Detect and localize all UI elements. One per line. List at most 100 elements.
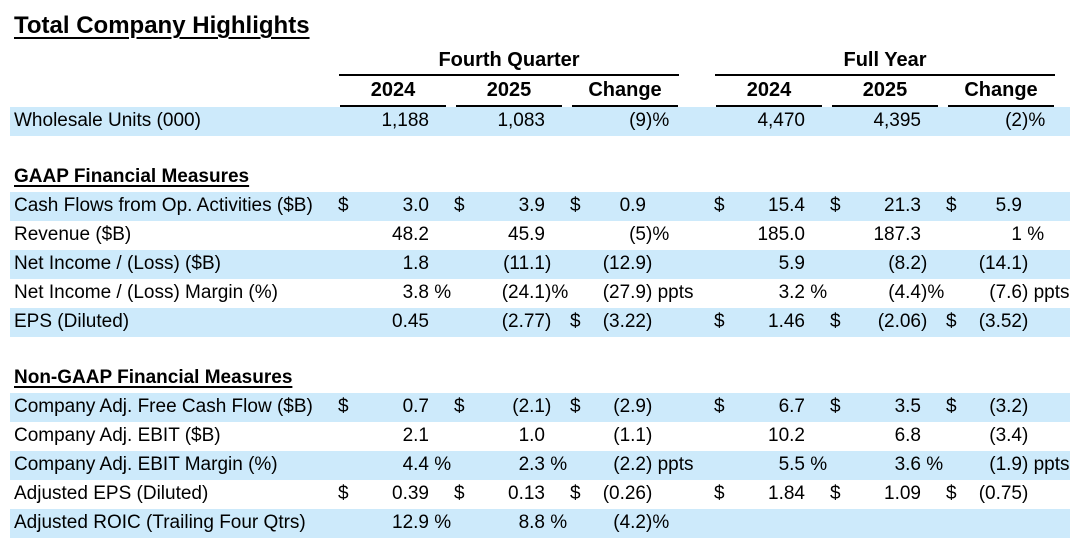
column-group-fourth-quarter: Fourth Quarter (339, 49, 679, 76)
group-gap (683, 308, 711, 337)
cell-value: 5.9 (778, 253, 805, 275)
currency-symbol: $ (454, 195, 465, 217)
value-cell: 10.2 (711, 422, 827, 451)
cell-value: 6.7 (778, 396, 805, 418)
cell-suffix: ) ppts (1022, 282, 1070, 304)
currency-symbol: $ (946, 311, 957, 333)
value-cell: $ (3.2) (943, 393, 1059, 422)
value-cell: $0.39 (335, 480, 451, 509)
cell-suffix: ) (921, 311, 928, 333)
value-cell: 4,395 (827, 107, 943, 136)
cell-suffix: % (545, 454, 568, 476)
cell-value: (14.1 (978, 253, 1022, 275)
section-top: Wholesale Units (000) 1,188 1,083 (9)% 4,470… (10, 106, 1070, 136)
cell-value: 8.8 (518, 512, 545, 534)
cell-value: 48.2 (392, 224, 429, 246)
cell-value: (3.22 (602, 311, 646, 333)
cell-value: 45.9 (508, 224, 545, 246)
cell-suffix: ) (921, 253, 928, 275)
value-cell: 0.45 (335, 308, 451, 337)
row-label: Company Adj. Free Cash Flow ($B) (14, 396, 313, 418)
cell-value: 1,083 (497, 110, 545, 132)
value-cell: (12.9) (567, 250, 683, 279)
cell-value: (3.4 (989, 425, 1022, 447)
cell-suffix: ) (1022, 253, 1029, 275)
table-row-eps-diluted: EPS (Diluted) 0.45 (2.77) $ (3.22) $1.46 $ (2.0… (10, 307, 1070, 337)
value-cell: 3.6 % (827, 451, 944, 480)
cell-value: 0.39 (392, 483, 429, 505)
table-row-revenue-b: Revenue ($B) 48.2 45.9 (5)% 185.0 187.3 1 % (10, 221, 1070, 250)
cell-value: (0.75 (978, 483, 1022, 505)
cell-value: 1.0 (518, 425, 545, 447)
section-header-label: Non-GAAP Financial Measures (14, 366, 293, 388)
value-cell: $ (2.06) (827, 308, 943, 337)
table-row-net-income-loss-b: Net Income / (Loss) ($B) 1.8 (11.1) (12.9) 5… (10, 249, 1070, 279)
group-gap (683, 221, 711, 250)
value-cell: $ (2.1) (451, 393, 567, 422)
value-cell: 4,470 (711, 107, 827, 136)
currency-symbol: $ (830, 396, 841, 418)
table-row-company-adj-free-cash-flow-b: Company Adj. Free Cash Flow ($B) $0.7 $ (2.… (10, 392, 1070, 422)
currency-symbol: $ (570, 195, 581, 217)
cell-value: 0.13 (508, 483, 545, 505)
cell-value: (4.2 (613, 512, 646, 534)
cell-value: (2.1 (512, 396, 545, 418)
cell-suffix: ) (545, 253, 552, 275)
value-cell: $3.0 (335, 192, 451, 221)
currency-symbol: $ (714, 483, 725, 505)
cell-suffix: ) (646, 253, 653, 275)
value-cell: 1.8 (335, 250, 451, 279)
group-gap (683, 480, 711, 509)
value-cell: (2.2) ppts (567, 451, 693, 480)
cell-value: (5 (629, 224, 646, 246)
currency-symbol: $ (714, 195, 725, 217)
column-header-full-year-2024: 2024 (716, 79, 822, 107)
cell-suffix: ) (545, 311, 552, 333)
table-row-company-adj-ebit-b: Company Adj. EBIT ($B) 2.1 1.0 (1.1) 10.2 6.8… (10, 422, 1070, 451)
cell-suffix: )% (545, 282, 569, 304)
column-group-full-year: Full Year (715, 49, 1055, 76)
cell-suffix: ) (1022, 483, 1029, 505)
cell-value: (2.77 (501, 311, 545, 333)
column-headers-row: 2024 2025 Change 2024 2025 Change (10, 76, 1070, 107)
value-cell: (8.2) (827, 250, 943, 279)
group-gap (683, 393, 711, 422)
cell-value: 21.3 (884, 195, 921, 217)
value-cell: $21.3 (827, 192, 943, 221)
table-row-wholesale-units-000: Wholesale Units (000) 1,188 1,083 (9)% 4,470… (10, 106, 1070, 136)
cell-value: 187.3 (873, 224, 921, 246)
value-cell: 2.3 % (451, 451, 568, 480)
cell-value: 12.9 (392, 512, 429, 534)
cell-value: (4.4 (888, 282, 921, 304)
cell-value: 3.2 (778, 282, 805, 304)
table-row-net-income-loss-margin: Net Income / (Loss) Margin (%) 3.8 % (24.1… (10, 279, 1070, 308)
currency-symbol: $ (714, 396, 725, 418)
cell-value: 1.09 (884, 483, 921, 505)
cell-value: (2 (1005, 110, 1022, 132)
value-cell: 3.8 % (335, 279, 452, 308)
cell-suffix: ) (545, 396, 552, 418)
value-cell: 6.8 (827, 422, 943, 451)
cell-value: (1.9 (989, 454, 1022, 476)
cell-value: 1.46 (768, 311, 805, 333)
value-cell: 8.8 % (451, 509, 568, 538)
group-gap (683, 279, 711, 308)
cell-value: 3.6 (894, 454, 921, 476)
cell-value: (2.06 (877, 311, 921, 333)
table-row-adjusted-eps-diluted: Adjusted EPS (Diluted) $0.39 $0.13 $ (0.26) $… (10, 480, 1070, 509)
section-header: GAAP Financial Measures (10, 163, 1070, 192)
column-header-full-year-2025: 2025 (832, 79, 938, 107)
cell-suffix: )% (1022, 110, 1046, 132)
cell-value: 1 (1011, 224, 1022, 246)
value-cell: (1.1) (567, 422, 683, 451)
table-body: Wholesale Units (000) 1,188 1,083 (9)% 4,470… (10, 106, 1070, 538)
cell-value: (12.9 (602, 253, 646, 275)
row-label: Net Income / (Loss) Margin (%) (14, 282, 278, 304)
value-cell: (3.4) (943, 422, 1059, 451)
cell-suffix: )% (646, 110, 670, 132)
value-cell: 48.2 (335, 221, 451, 250)
currency-symbol: $ (338, 195, 349, 217)
row-label: Net Income / (Loss) ($B) (14, 253, 221, 275)
cell-value: (2.2 (613, 454, 646, 476)
table-row-company-adj-ebit-margin: Company Adj. EBIT Margin (%) 4.4 % 2.3 % (2… (10, 450, 1070, 480)
